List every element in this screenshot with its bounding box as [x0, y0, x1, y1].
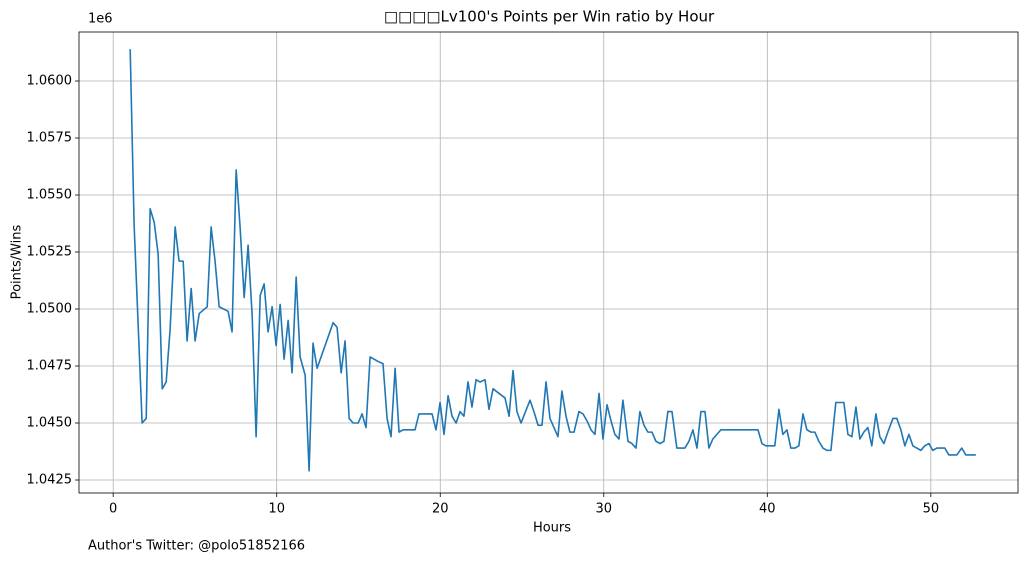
y-tick-label: 1.0450	[27, 416, 73, 431]
footer: Author's Twitter: @polo51852166	[88, 539, 305, 554]
chart-title: □□□□Lv100's Points per Win ratio by Hour	[384, 8, 715, 26]
x-tick-label: 50	[923, 502, 940, 517]
y-tick-label: 1.0425	[27, 473, 73, 488]
y-tick-label: 1.0525	[27, 245, 73, 260]
y-tick-label: 1.0575	[27, 131, 73, 146]
y-tick-label: 1.0500	[27, 302, 73, 317]
data-line	[129, 49, 976, 472]
x-tick-label: 0	[109, 502, 117, 517]
x-tick-label: 40	[759, 502, 776, 517]
y-axis-label: Points/Wins	[10, 224, 25, 299]
x-tick-label: 30	[596, 502, 613, 517]
x-axis-label: Hours	[533, 521, 571, 536]
x-tick-label: 20	[432, 502, 449, 517]
y-offset: 1e6	[88, 12, 113, 27]
y-tick-label: 1.0550	[27, 188, 73, 203]
x-tick-label: 10	[268, 502, 285, 517]
y-tick-label: 1.0600	[27, 74, 73, 89]
y-tick-label: 1.0475	[27, 359, 73, 374]
plot-frame	[78, 31, 1019, 494]
